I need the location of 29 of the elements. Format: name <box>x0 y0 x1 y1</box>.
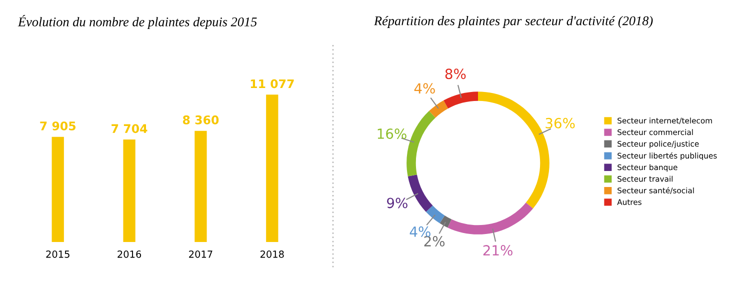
data-label: 36% <box>546 118 575 128</box>
chart-title: Évolution du nombre de plaintes depuis 2015 <box>18 14 257 30</box>
bar <box>52 136 64 242</box>
bar <box>266 94 278 242</box>
donut-slice <box>426 206 445 224</box>
data-label: 21% <box>483 245 512 256</box>
data-label: 9% <box>387 198 408 208</box>
data-label: 4% <box>410 226 430 237</box>
chart-title: Répartition des plaintes par secteur d'activité (2018) <box>374 16 653 28</box>
data-label: 16% <box>378 128 406 139</box>
data-label: 4% <box>414 83 435 94</box>
donut-slice <box>448 202 534 234</box>
data-label: 8% <box>445 68 466 80</box>
donut-slice <box>429 100 448 118</box>
data-label: 8 360 <box>182 115 219 124</box>
x-tick-label: 2018 <box>260 250 284 258</box>
bar <box>194 130 207 242</box>
x-tick-label: 2015 <box>46 250 70 258</box>
bar <box>123 140 136 242</box>
data-label: 7 905 <box>40 121 76 130</box>
donut-slice <box>406 110 436 176</box>
donut-slice <box>440 215 452 228</box>
donut-slice <box>444 92 478 109</box>
donut-slice <box>408 174 433 212</box>
x-tick-label: 2017 <box>189 250 212 258</box>
x-tick-label: 2016 <box>118 250 142 258</box>
data-label: 11 077 <box>250 79 294 88</box>
data-label: 2% <box>424 236 445 247</box>
data-label: 7 704 <box>112 124 148 134</box>
